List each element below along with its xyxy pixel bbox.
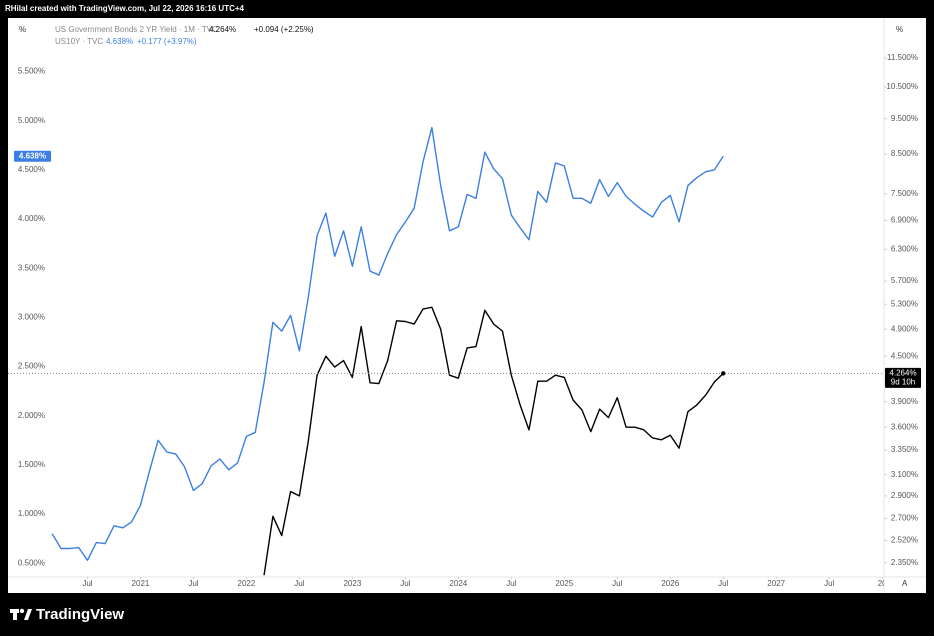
y2-tick-label: 2.900% — [891, 491, 918, 500]
legend-last: 4.638% — [106, 37, 133, 46]
y-tick-label: 5.500% — [18, 67, 45, 76]
countdown-label: 9d 10h — [891, 377, 915, 386]
y-tick-label: 3.500% — [18, 263, 45, 272]
series-line — [263, 306, 724, 576]
x-tick-label: Jul — [188, 579, 198, 588]
attribution: RHilal created with TradingView.com, Jul… — [5, 4, 245, 13]
x-tick-label: 2027 — [767, 579, 785, 588]
y2-tick-label: 9.500% — [891, 114, 918, 123]
y2-tick-label: 10.500% — [886, 82, 918, 91]
legend-name: US Government Bonds 2 YR Yield · 1M · TV… — [55, 25, 218, 34]
legend-last: 4.264% — [209, 25, 236, 34]
y2-tick-label: 3.900% — [891, 397, 918, 406]
price-tag-label: 4.638% — [19, 151, 46, 160]
series-line — [51, 126, 724, 561]
series-layer — [51, 126, 724, 576]
logo-wedge — [24, 609, 32, 620]
x-tick-label: 2022 — [238, 579, 256, 588]
y2-tick-label: 5.700% — [891, 276, 918, 285]
legend-name: US10Y · TVC — [55, 37, 103, 46]
legend-change: +0.177 (+3.97%) — [137, 37, 197, 46]
legend-change: +0.094 (+2.25%) — [254, 25, 314, 34]
y-tick-label: 1.500% — [18, 460, 45, 469]
y2-tick-label: 11.500% — [887, 53, 918, 62]
x-tick-label: 2026 — [661, 579, 679, 588]
percent-button[interactable]: % — [896, 25, 903, 34]
x-tick-label: 2023 — [343, 579, 361, 588]
auto-scale-button[interactable]: A — [902, 579, 908, 588]
y2-tick-label: 8.500% — [891, 149, 918, 158]
x-tick-label: Jul — [82, 579, 92, 588]
brand-logo — [10, 608, 32, 620]
x-tick-label: Jul — [400, 579, 410, 588]
y2-tick-label: 3.350% — [891, 445, 918, 454]
brand: TradingView — [36, 606, 124, 623]
y2-tick-label: 3.100% — [891, 470, 918, 479]
x-tick-label: 2024 — [449, 579, 467, 588]
y-tick-label: 5.000% — [18, 116, 45, 125]
y2-tick-label: 4.500% — [891, 351, 918, 360]
y-tick-label: 2.500% — [18, 362, 45, 371]
y-tick-label: 2.000% — [18, 411, 45, 420]
y2-tick-label: 2.520% — [891, 536, 918, 545]
logo-dot — [19, 608, 25, 614]
x-tick-label: Jul — [294, 579, 304, 588]
y2-tick-label: 4.900% — [891, 324, 918, 333]
y-tick-label: 4.000% — [18, 214, 45, 223]
y2-tick-label: 6.300% — [891, 244, 918, 253]
y-tick-label: 3.000% — [18, 312, 45, 321]
x-tick-label: 2025 — [555, 579, 573, 588]
y2-tick-label: 2.700% — [891, 514, 918, 523]
y-tick-label: 0.500% — [18, 558, 45, 567]
x-tick-label: Jul — [612, 579, 622, 588]
logo-stem — [13, 609, 17, 620]
time-axis-labels: Jul 2021 Jul 2022 Jul 2023 Jul 2024 Jul 2025 Jul 20… — [82, 577, 887, 588]
y-tick-label: 4.500% — [18, 165, 45, 174]
last-point — [721, 371, 726, 376]
x-tick-label: Jul — [824, 579, 834, 588]
y2-tick-label: 3.600% — [891, 422, 918, 431]
x-tick-label: Jul — [718, 579, 728, 588]
y2-tick-label: 7.500% — [891, 189, 918, 198]
x-tick-label: 2021 — [132, 579, 150, 588]
price-tag — [885, 367, 921, 388]
price-tag-label: 4.264% — [889, 368, 916, 377]
x-tick-label: 20 — [878, 579, 887, 588]
price-tag — [14, 150, 51, 162]
y2-tick-label: 6.900% — [891, 215, 918, 224]
chart-area — [8, 18, 926, 593]
x-tick-label: Jul — [506, 579, 516, 588]
percent-button[interactable]: % — [19, 25, 26, 34]
y2-tick-label: 5.300% — [891, 299, 918, 308]
y-tick-label: 1.000% — [18, 509, 45, 518]
y2-tick-label: 2.350% — [891, 558, 918, 567]
